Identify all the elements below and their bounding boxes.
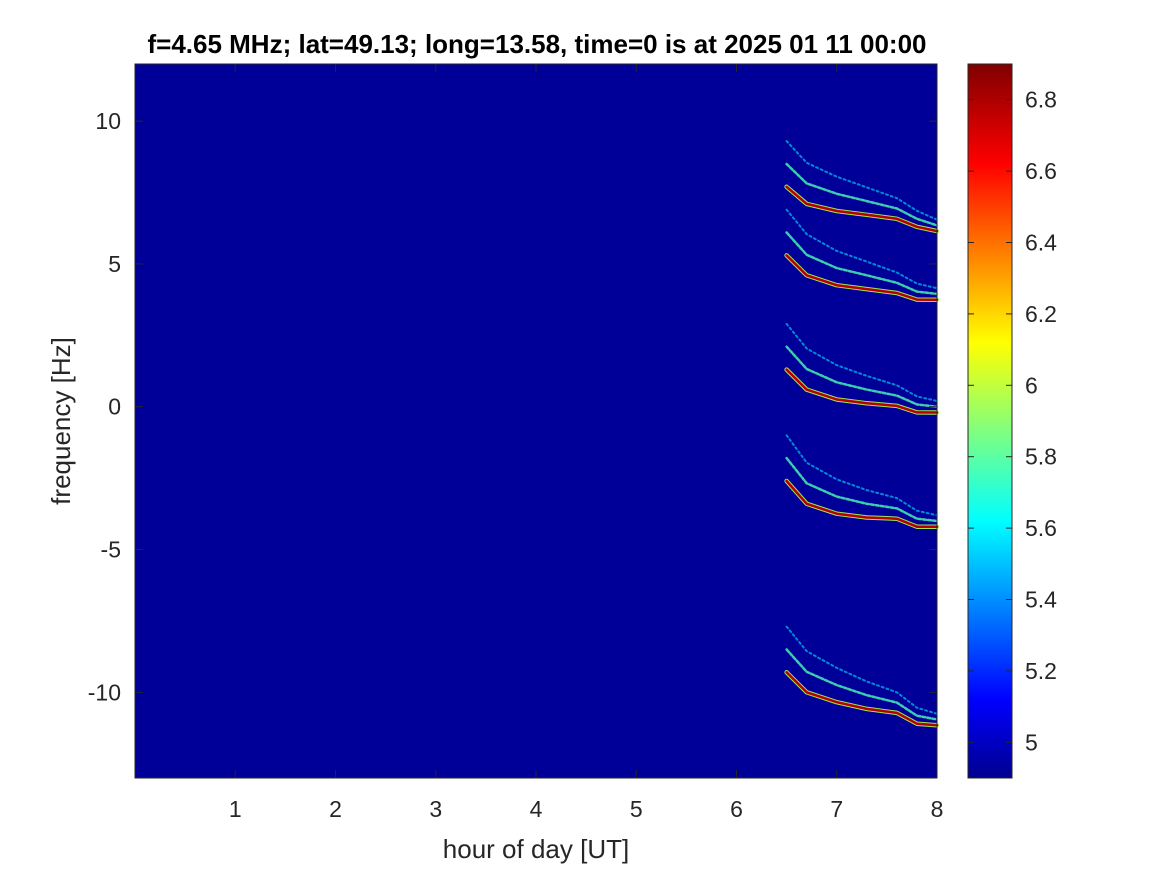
doppler-trace-3-layer-1 — [785, 322, 938, 402]
chart-title: f=4.65 MHz; lat=49.13; long=13.58, time=… — [147, 29, 926, 59]
doppler-trace-5-layer-2 — [785, 648, 939, 721]
x-tick-label: 4 — [530, 796, 543, 822]
y-tick-label: -5 — [101, 537, 121, 563]
y-axis-ticks: -10 -5 0 5 10 — [88, 108, 937, 705]
doppler-trace-4-layer-1 — [785, 434, 938, 517]
colorbar-tick-label: 5.2 — [1025, 658, 1057, 684]
x-axis-ticks: 1 2 3 4 5 6 7 8 — [229, 64, 944, 822]
doppler-trace-4-layer-2 — [785, 456, 939, 523]
doppler-trace-2-layer-4 — [785, 254, 939, 301]
spectrogram-plot — [134, 63, 940, 779]
doppler-trace-3-layer-4 — [785, 368, 939, 414]
x-tick-label: 3 — [429, 796, 442, 822]
doppler-trace-1-layer-2 — [785, 162, 939, 227]
plot-background — [135, 64, 937, 778]
colorbar-gradient — [968, 64, 1012, 778]
x-axis-label: hour of day [UT] — [443, 834, 629, 864]
y-tick-label: 10 — [95, 108, 121, 134]
doppler-traces — [784, 140, 940, 728]
colorbar-tick-label: 5.6 — [1025, 515, 1057, 541]
colorbar-tick-label: 5.4 — [1025, 587, 1057, 613]
doppler-trace-5-layer-1 — [785, 625, 938, 715]
y-tick-label: -10 — [88, 679, 121, 705]
colorbar-tick-label: 6 — [1025, 372, 1038, 398]
colorbar: 5 5.2 5.4 5.6 5.8 6 6.2 6.4 6.6 6.8 — [967, 63, 1057, 779]
doppler-trace-2-layer-2 — [785, 231, 939, 296]
x-tick-label: 1 — [229, 796, 242, 822]
x-tick-label: 6 — [730, 796, 743, 822]
colorbar-tick-label: 5.8 — [1025, 444, 1057, 470]
colorbar-tick-label: 6.6 — [1025, 158, 1057, 184]
colorbar-frame — [967, 63, 1013, 779]
x-tick-label: 5 — [630, 796, 643, 822]
x-tick-label: 2 — [329, 796, 342, 822]
y-tick-label: 5 — [108, 251, 121, 277]
y-axis-label: frequency [Hz] — [46, 337, 76, 505]
y-tick-label: 0 — [108, 394, 121, 420]
x-tick-label: 8 — [931, 796, 944, 822]
doppler-trace-1-layer-4 — [785, 185, 939, 233]
colorbar-tick-label: 6.2 — [1025, 301, 1057, 327]
colorbar-tick-label: 6.4 — [1025, 230, 1057, 256]
colorbar-tick-label: 6.8 — [1025, 87, 1057, 113]
colorbar-tick-label: 5 — [1025, 729, 1038, 755]
colorbar-ticks: 5 5.2 5.4 5.6 5.8 6 6.2 6.4 6.6 6.8 — [968, 87, 1057, 755]
doppler-trace-2-layer-1 — [785, 208, 938, 290]
doppler-trace-3-layer-2 — [785, 345, 939, 409]
x-tick-label: 7 — [830, 796, 843, 822]
doppler-trace-1-layer-1 — [785, 140, 938, 221]
doppler-trace-5-layer-4 — [785, 671, 939, 727]
doppler-trace-4-layer-4 — [785, 479, 939, 528]
